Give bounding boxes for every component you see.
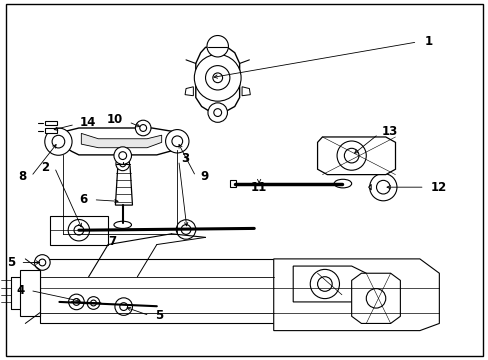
Polygon shape — [45, 121, 57, 126]
Polygon shape — [50, 216, 108, 244]
Polygon shape — [115, 166, 132, 205]
Text: 4: 4 — [16, 284, 24, 297]
Text: 2: 2 — [41, 161, 50, 174]
Text: 12: 12 — [430, 181, 446, 194]
Polygon shape — [40, 259, 273, 323]
Circle shape — [194, 54, 241, 101]
Circle shape — [366, 289, 385, 308]
Circle shape — [369, 174, 396, 201]
Text: 5: 5 — [155, 309, 163, 322]
Text: 10: 10 — [106, 113, 122, 126]
Circle shape — [35, 255, 50, 270]
Polygon shape — [81, 134, 162, 148]
Circle shape — [207, 103, 227, 122]
Circle shape — [68, 220, 89, 241]
Text: 8: 8 — [18, 170, 26, 183]
Polygon shape — [20, 270, 40, 316]
Circle shape — [135, 120, 151, 136]
Circle shape — [114, 147, 131, 165]
Circle shape — [336, 141, 366, 170]
Polygon shape — [273, 259, 438, 330]
Circle shape — [87, 297, 100, 309]
Polygon shape — [293, 266, 366, 302]
Polygon shape — [50, 128, 181, 155]
Circle shape — [206, 36, 228, 57]
Text: 7: 7 — [108, 235, 116, 248]
Text: 13: 13 — [381, 125, 397, 138]
Circle shape — [116, 157, 129, 171]
Text: 11: 11 — [250, 181, 266, 194]
Text: 5: 5 — [7, 256, 16, 269]
Circle shape — [309, 269, 339, 298]
Circle shape — [205, 66, 229, 90]
Polygon shape — [242, 87, 250, 96]
Circle shape — [115, 298, 132, 315]
Ellipse shape — [333, 179, 351, 188]
Polygon shape — [351, 273, 400, 323]
Text: 9: 9 — [200, 170, 208, 183]
Circle shape — [45, 128, 72, 155]
Polygon shape — [368, 184, 370, 190]
Polygon shape — [45, 128, 57, 133]
Text: 1: 1 — [424, 35, 432, 49]
Circle shape — [176, 220, 195, 239]
Circle shape — [165, 130, 188, 153]
Text: 14: 14 — [80, 116, 96, 129]
Text: 3: 3 — [181, 152, 189, 165]
Polygon shape — [195, 47, 239, 112]
Polygon shape — [317, 137, 395, 175]
Text: 6: 6 — [79, 193, 87, 206]
Circle shape — [68, 294, 84, 310]
Polygon shape — [229, 180, 235, 187]
Ellipse shape — [114, 221, 131, 228]
Polygon shape — [184, 87, 193, 96]
